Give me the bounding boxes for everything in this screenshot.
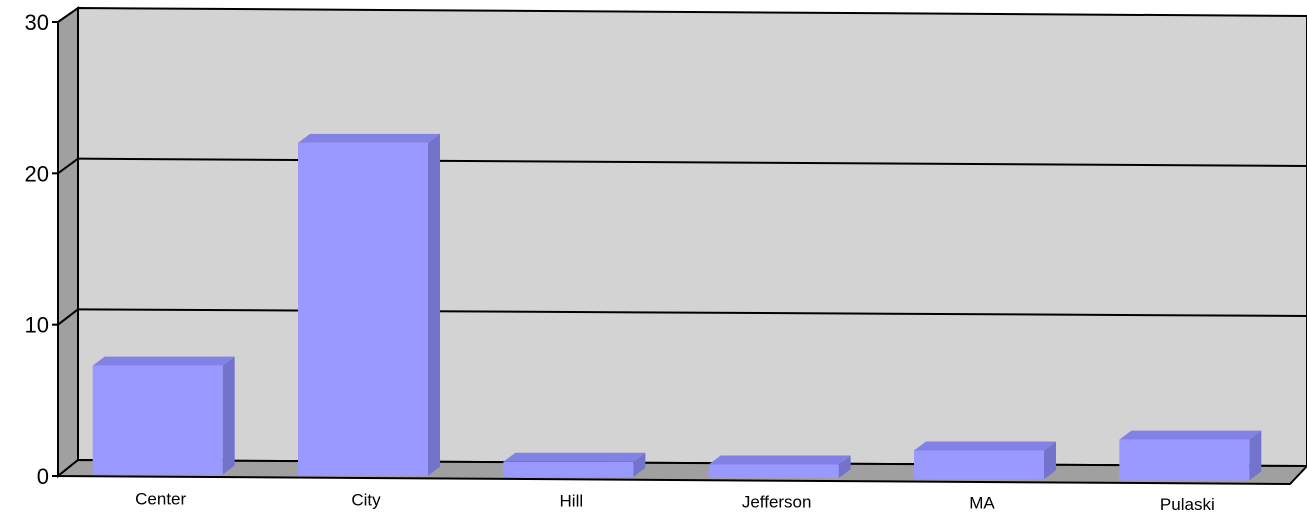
- gridline-side: [57, 157, 79, 175]
- gridlines: [57, 157, 1307, 326]
- bar: [1119, 430, 1262, 481]
- bar-side: [633, 452, 646, 477]
- bar-side: [428, 133, 440, 476]
- bar-top: [503, 452, 646, 462]
- bar-front: [298, 142, 428, 476]
- bar-front: [92, 365, 223, 475]
- bar-top: [708, 455, 851, 465]
- bar: [92, 356, 235, 475]
- bar-front: [1119, 439, 1250, 481]
- bar-side: [1249, 430, 1262, 481]
- x-axis-labels: Center City Hill Jefferson MA Pulaski: [135, 490, 1215, 514]
- x-tick-label: City: [351, 491, 381, 510]
- y-tick-label: 20: [25, 161, 49, 186]
- bar: [503, 452, 646, 477]
- bar-side: [838, 455, 851, 479]
- gridline: [77, 157, 1307, 167]
- bar-front: [708, 464, 839, 479]
- x-tick-label: Center: [135, 490, 186, 509]
- bar: [298, 133, 440, 476]
- y-axis-ticks: 0 10 20 30: [25, 10, 58, 489]
- gridline: [77, 308, 1307, 317]
- x-tick-label: MA: [969, 494, 995, 513]
- back-wall: [77, 6, 1307, 468]
- x-tick-label: Pulaski: [1160, 495, 1215, 514]
- bar-side: [222, 356, 235, 475]
- gridline-side: [57, 308, 79, 326]
- bar-top: [298, 133, 440, 143]
- bar-top: [914, 441, 1056, 451]
- x-tick-label: Jefferson: [742, 493, 812, 512]
- chart-walls: [55, 6, 1307, 486]
- y-tick-label: 30: [25, 10, 49, 35]
- bar-front: [914, 450, 1044, 480]
- y-tick-label: 10: [25, 313, 49, 338]
- side-wall: [57, 6, 79, 479]
- bar-side: [1044, 441, 1056, 480]
- bar-front: [503, 461, 634, 477]
- bar-top: [1119, 430, 1262, 440]
- bars: [92, 133, 1262, 481]
- x-tick-label: Hill: [560, 492, 584, 511]
- bar-top: [92, 356, 235, 366]
- bar: [914, 441, 1056, 480]
- bar: [708, 455, 851, 479]
- y-tick-label: 0: [37, 464, 49, 489]
